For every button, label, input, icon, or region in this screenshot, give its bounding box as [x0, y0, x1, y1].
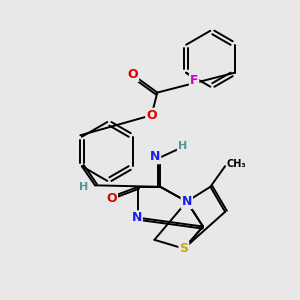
Text: H: H [79, 182, 88, 192]
Text: O: O [106, 192, 117, 205]
Text: S: S [179, 242, 188, 255]
Text: CH₃: CH₃ [226, 159, 246, 169]
Text: O: O [146, 109, 157, 122]
Text: N: N [132, 211, 142, 224]
Text: N: N [150, 150, 160, 163]
Text: H: H [178, 141, 187, 151]
Text: N: N [182, 195, 192, 208]
Text: F: F [190, 74, 198, 87]
Text: O: O [128, 68, 138, 81]
